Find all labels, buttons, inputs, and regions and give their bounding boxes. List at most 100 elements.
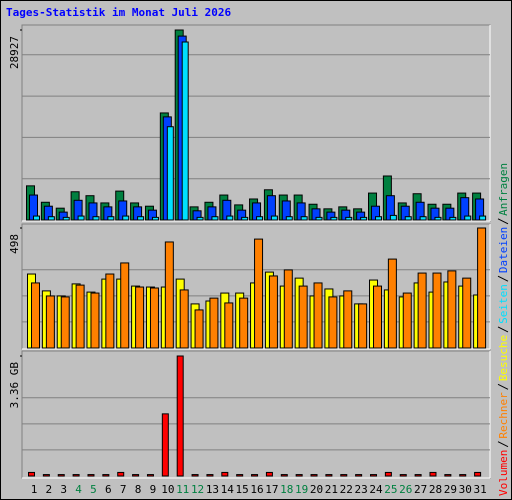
bar bbox=[57, 474, 65, 477]
x-tick-label: 3 bbox=[60, 483, 67, 496]
bar bbox=[444, 474, 452, 477]
bar bbox=[209, 297, 219, 349]
x-tick-label: 8 bbox=[135, 483, 142, 496]
bar bbox=[464, 215, 472, 221]
panel bbox=[21, 24, 491, 222]
bar bbox=[149, 287, 159, 349]
bar bbox=[417, 272, 427, 349]
bar bbox=[459, 474, 467, 477]
bar bbox=[474, 471, 482, 477]
x-tick-label: 15 bbox=[236, 483, 249, 496]
bar bbox=[179, 289, 189, 349]
bar bbox=[45, 295, 55, 349]
x-tick-label: 12 bbox=[191, 483, 204, 496]
bar bbox=[462, 277, 472, 349]
bar bbox=[206, 474, 214, 477]
bar bbox=[72, 474, 80, 477]
panel bbox=[21, 350, 491, 479]
bar bbox=[355, 474, 363, 477]
bar bbox=[419, 216, 427, 221]
x-tick-label: 11 bbox=[176, 483, 189, 496]
bar bbox=[191, 474, 199, 477]
bar bbox=[254, 238, 264, 349]
bar bbox=[161, 413, 169, 477]
bar bbox=[280, 474, 288, 477]
bar bbox=[330, 216, 338, 221]
bar bbox=[92, 216, 100, 221]
bar bbox=[60, 296, 70, 349]
legend-separator bbox=[497, 441, 509, 448]
bar bbox=[256, 216, 264, 221]
bar bbox=[135, 286, 145, 349]
legend-separator bbox=[497, 218, 509, 225]
bar bbox=[310, 474, 318, 477]
legend-label: Besuche bbox=[497, 335, 510, 381]
bar bbox=[328, 296, 338, 349]
bar bbox=[283, 269, 293, 349]
bar bbox=[251, 474, 259, 477]
y-tick-label: 498 bbox=[8, 234, 21, 254]
bar bbox=[31, 282, 40, 349]
legend-separator bbox=[497, 383, 509, 390]
bar bbox=[402, 292, 412, 349]
x-tick-label: 29 bbox=[444, 483, 457, 496]
bar bbox=[298, 285, 308, 349]
legend: Volumen Rechner Besuche Seiten Dateien Anfrag… bbox=[497, 163, 510, 496]
bar bbox=[373, 285, 383, 349]
bar bbox=[389, 214, 397, 221]
bar bbox=[221, 471, 229, 477]
x-tick-label: 28 bbox=[429, 483, 442, 496]
bar bbox=[447, 270, 457, 349]
bar bbox=[226, 215, 234, 221]
bar bbox=[33, 215, 40, 221]
x-tick-label: 19 bbox=[295, 483, 308, 496]
bar bbox=[47, 216, 55, 221]
x-tick-label: 20 bbox=[310, 483, 323, 496]
bar bbox=[151, 216, 159, 221]
bar bbox=[270, 215, 278, 221]
bar bbox=[477, 227, 487, 349]
bar bbox=[166, 126, 174, 221]
bar bbox=[236, 474, 244, 477]
bar bbox=[87, 474, 95, 477]
x-tick-label: 10 bbox=[161, 483, 174, 496]
bar bbox=[360, 216, 368, 221]
bar bbox=[75, 284, 85, 349]
y-tick-label: 28927 bbox=[8, 36, 21, 69]
bar bbox=[479, 215, 487, 221]
bar bbox=[285, 216, 293, 221]
x-tick-label: 16 bbox=[250, 483, 263, 496]
legend-label: Anfragen bbox=[497, 163, 510, 216]
bar bbox=[194, 309, 204, 349]
bar bbox=[414, 474, 422, 477]
x-tick-label: 22 bbox=[340, 483, 353, 496]
bar bbox=[370, 474, 378, 477]
bar bbox=[90, 292, 100, 349]
bar bbox=[164, 241, 174, 349]
legend-separator bbox=[497, 275, 509, 282]
x-tick-label: 23 bbox=[355, 483, 368, 496]
bar bbox=[345, 216, 353, 221]
bar bbox=[28, 471, 35, 477]
bar bbox=[434, 216, 442, 221]
x-tick-label: 18 bbox=[280, 483, 293, 496]
x-tick-label: 27 bbox=[414, 483, 427, 496]
bar bbox=[211, 216, 219, 221]
x-tick-label: 5 bbox=[90, 483, 97, 496]
bar bbox=[268, 275, 278, 349]
bar bbox=[196, 216, 204, 221]
bar bbox=[295, 474, 303, 477]
x-tick-label: 24 bbox=[369, 483, 383, 496]
x-tick-label: 9 bbox=[150, 483, 157, 496]
bar bbox=[107, 216, 115, 221]
bar bbox=[62, 216, 70, 221]
bar bbox=[449, 216, 457, 221]
bar bbox=[325, 474, 333, 477]
bar bbox=[120, 262, 130, 349]
bar bbox=[132, 474, 140, 477]
bar bbox=[432, 272, 442, 349]
bar bbox=[343, 290, 353, 349]
bar bbox=[315, 216, 323, 221]
bar bbox=[137, 216, 145, 221]
